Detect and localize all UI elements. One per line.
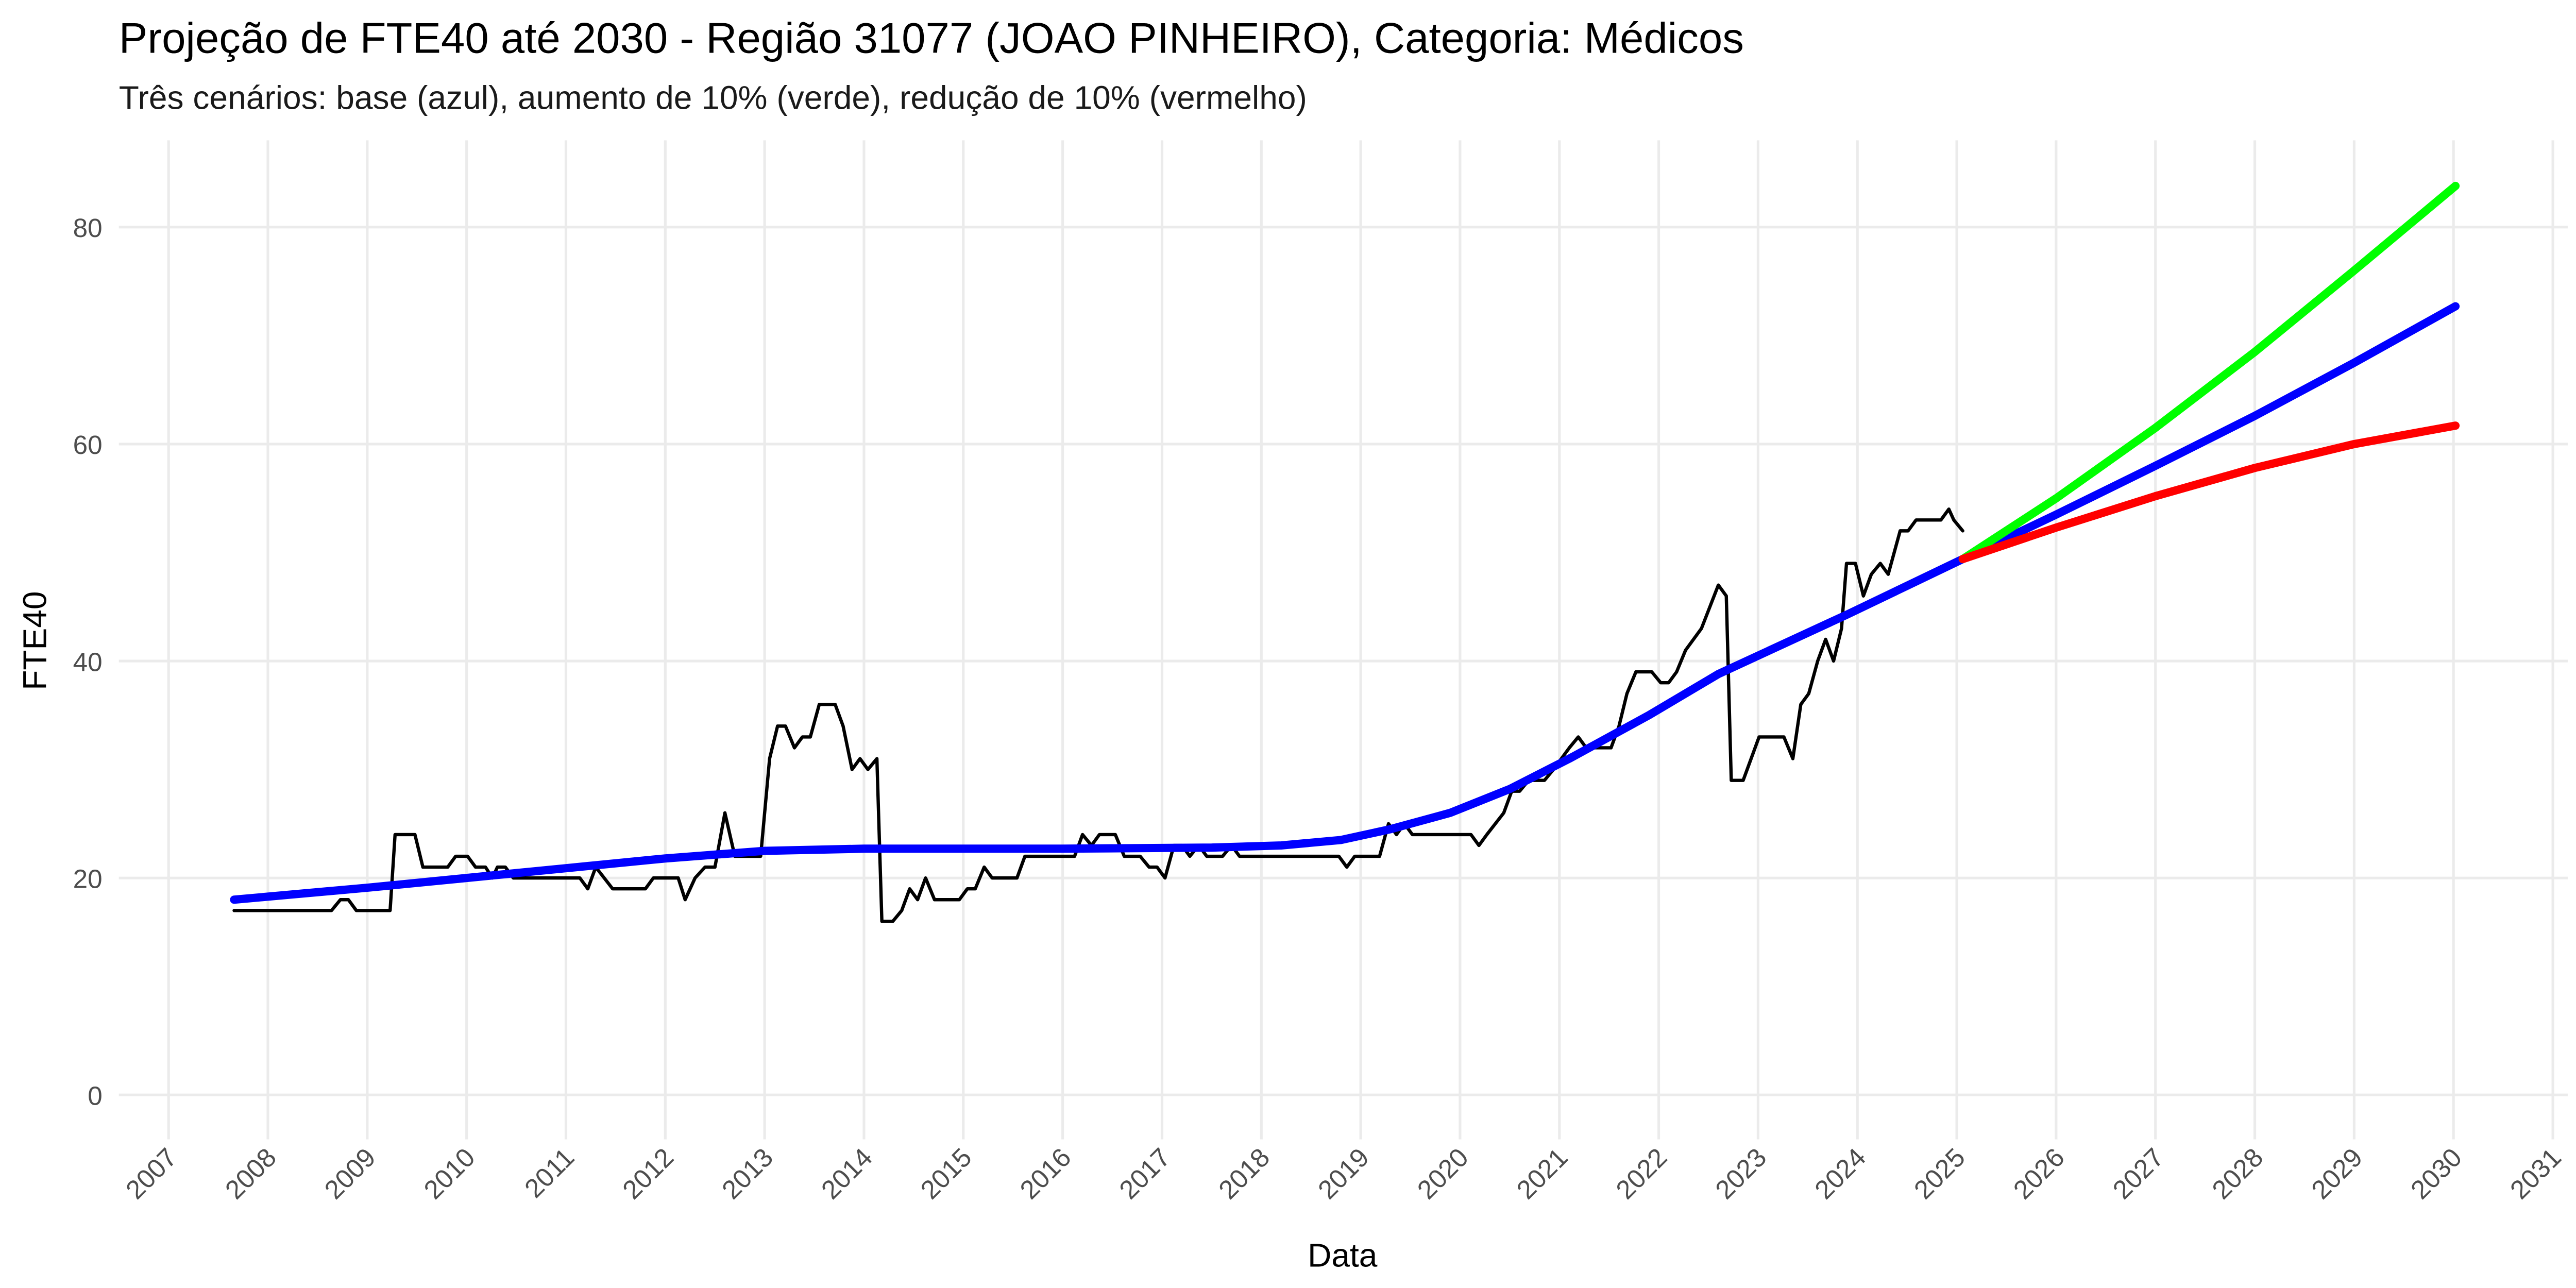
- x-tick-label: 2024: [1809, 1142, 1871, 1205]
- x-tick-label: 2015: [915, 1142, 977, 1205]
- x-tick-label: 2010: [418, 1142, 481, 1205]
- lines: [230, 181, 2460, 923]
- x-tick-label: 2018: [1213, 1142, 1275, 1205]
- y-tick-label: 20: [73, 864, 103, 893]
- x-tick-label: 2031: [2504, 1142, 2567, 1205]
- x-axis-label: Data: [1308, 1236, 1378, 1274]
- y-tick-label: 80: [73, 213, 103, 243]
- series-line: [232, 507, 1964, 923]
- x-tick-label: 2008: [219, 1142, 282, 1205]
- x-tick-label: 2009: [319, 1142, 381, 1205]
- x-tick-label: 2012: [617, 1142, 679, 1205]
- x-tick-label: 2021: [1511, 1142, 1573, 1205]
- series-line: [1958, 421, 2460, 564]
- x-tick-label: 2014: [816, 1142, 878, 1205]
- y-tick-label: 0: [88, 1081, 103, 1110]
- x-tick-label: 2023: [1709, 1142, 1772, 1205]
- chart-title: Projeção de FTE40 até 2030 - Região 3107…: [119, 14, 1744, 62]
- x-tick-label: 2019: [1312, 1142, 1375, 1205]
- y-tick-label: 40: [73, 647, 103, 676]
- x-tick-label: 2030: [2405, 1142, 2467, 1205]
- x-tick-label: 2016: [1014, 1142, 1077, 1205]
- x-tick-label: 2007: [120, 1142, 182, 1205]
- grid: [118, 140, 2568, 1140]
- x-tick-label: 2013: [716, 1142, 778, 1205]
- x-tick-label: 2025: [1908, 1142, 1971, 1205]
- x-tick-label: 2029: [2306, 1142, 2368, 1205]
- x-tick-label: 2020: [1412, 1142, 1474, 1205]
- x-tick-label: 2028: [2207, 1142, 2269, 1205]
- chart-subtitle: Três cenários: base (azul), aumento de 1…: [119, 79, 1307, 116]
- x-tick-label: 2017: [1114, 1142, 1176, 1205]
- x-tick-label: 2011: [519, 1142, 580, 1203]
- x-tick-label: 2022: [1611, 1142, 1673, 1205]
- y-axis-label: FTE40: [16, 591, 54, 690]
- series-line: [230, 302, 2460, 904]
- series-line: [1958, 181, 2460, 564]
- x-tick-label: 2026: [2008, 1142, 2070, 1205]
- y-tick-label: 60: [73, 430, 103, 460]
- x-tick-label: 2027: [2107, 1142, 2170, 1205]
